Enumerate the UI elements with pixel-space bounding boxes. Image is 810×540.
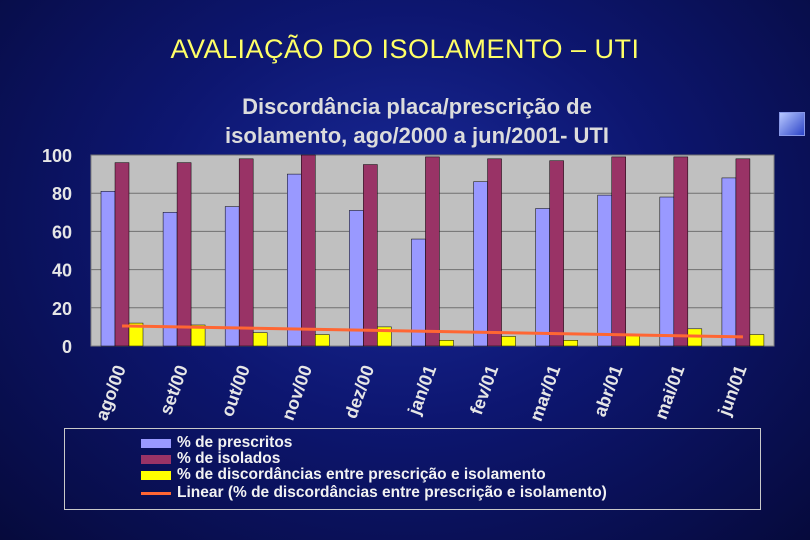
y-tick-label: 20 <box>52 299 72 319</box>
bar <box>549 160 564 347</box>
x-tick-label: jan/01 <box>404 363 441 419</box>
bar <box>128 322 144 347</box>
x-tick-label: set/00 <box>156 363 192 418</box>
x-tick-label: abr/01 <box>590 363 627 420</box>
bar <box>315 334 330 347</box>
x-tick-label: jun/01 <box>714 363 751 420</box>
legend-swatch-linear <box>141 491 171 495</box>
x-tick-label: fev/01 <box>466 363 502 418</box>
chart-title-line: isolamento, ago/2000 a jun/2001- UTI <box>225 123 609 148</box>
slide-title: AVALIAÇÃO DO ISOLAMENTO – UTI <box>170 34 640 64</box>
y-tick-label: 0 <box>62 337 72 357</box>
x-tick-label: out/00 <box>217 363 254 420</box>
chart-title-line: Discordância placa/prescrição de <box>242 94 592 119</box>
legend-swatch-prescritos <box>141 438 171 448</box>
y-tick-label: 60 <box>52 222 72 242</box>
legend-swatch-discordancias <box>141 470 171 480</box>
legend-item-prescritos: % de prescritos <box>141 434 293 451</box>
bar <box>563 340 578 347</box>
bar <box>252 332 268 347</box>
bar <box>176 162 192 347</box>
bar <box>535 208 550 347</box>
x-tick-label: mar/01 <box>526 363 565 424</box>
bar <box>100 191 116 347</box>
bar <box>673 156 689 347</box>
bar <box>287 173 302 347</box>
y-tick-label: 100 <box>42 146 72 166</box>
legend-label-linear: Linear (% de discordâncias entre prescri… <box>177 484 607 501</box>
legend-label-discordancias: % de discordâncias entre prescrição e is… <box>177 466 546 483</box>
chart-legend: % de prescritos % de isolados % de disco… <box>64 428 761 510</box>
bar <box>501 336 516 347</box>
bar <box>238 158 254 347</box>
bar <box>224 206 240 347</box>
bar <box>597 194 612 347</box>
bar <box>487 158 502 347</box>
bar <box>659 196 675 347</box>
bar <box>363 164 378 347</box>
legend-item-discordancias: % de discordâncias entre prescrição e is… <box>141 466 546 483</box>
x-tick-label: mai/01 <box>651 363 689 423</box>
trendline <box>122 324 743 339</box>
bar <box>425 156 440 347</box>
x-tick-label: nov/00 <box>278 363 316 423</box>
bar <box>611 156 626 347</box>
legend-item-linear: Linear (% de discordâncias entre prescri… <box>141 484 607 501</box>
bar <box>749 334 765 347</box>
x-tick-label: dez/00 <box>341 363 379 422</box>
decorative-square <box>779 112 805 136</box>
y-tick-label: 40 <box>52 261 72 281</box>
legend-label-isolados: % de isolados <box>177 450 281 467</box>
bar <box>349 210 364 347</box>
bar <box>473 181 488 347</box>
bar <box>721 177 737 347</box>
bar <box>301 154 316 347</box>
legend-item-isolados: % de isolados <box>141 450 281 467</box>
y-tick-label: 80 <box>52 184 72 204</box>
x-tick-label: ago/00 <box>92 363 130 423</box>
legend-swatch-isolados <box>141 454 171 464</box>
bar <box>190 324 206 347</box>
bar <box>114 162 130 347</box>
bar <box>735 158 751 347</box>
bar <box>439 340 454 347</box>
legend-label-prescritos: % de prescritos <box>177 434 293 451</box>
